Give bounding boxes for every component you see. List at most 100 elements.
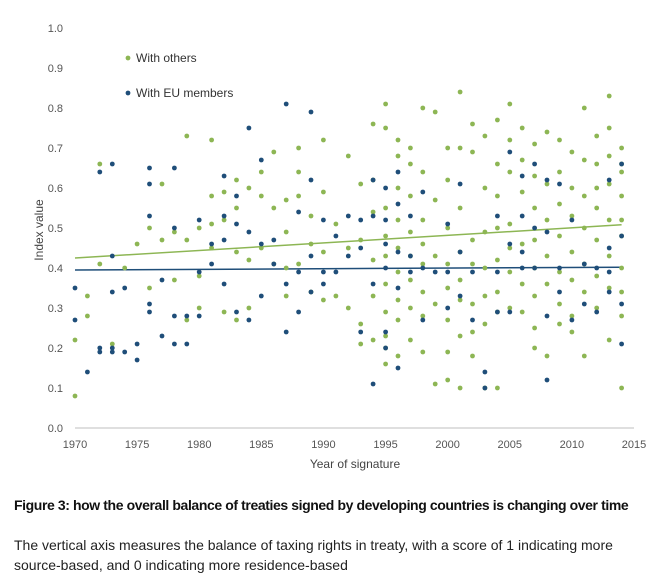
data-point [234, 193, 239, 199]
data-point [532, 293, 537, 299]
data-point [408, 229, 413, 235]
data-point [606, 181, 612, 187]
data-point [321, 297, 326, 303]
data-point [85, 293, 90, 299]
data-point [333, 221, 339, 227]
data-point [457, 89, 463, 95]
data-point [234, 317, 239, 323]
x-tick-label: 2015 [622, 439, 646, 451]
data-point [420, 189, 426, 195]
data-point [544, 177, 550, 183]
data-point [445, 377, 451, 383]
data-point [395, 365, 401, 371]
data-point [72, 285, 78, 291]
y-tick-label: 0.1 [48, 383, 63, 395]
data-point [97, 169, 103, 175]
data-point [395, 297, 401, 303]
data-point [557, 169, 562, 175]
data-point [296, 209, 301, 215]
data-point [147, 225, 152, 231]
data-point [594, 265, 600, 271]
trendline [74, 224, 622, 259]
data-point [184, 133, 190, 139]
data-point [457, 293, 463, 299]
data-point [147, 285, 152, 291]
data-point [457, 297, 463, 303]
data-point [495, 161, 500, 167]
data-point [619, 265, 624, 271]
data-point [457, 145, 463, 151]
data-point [196, 313, 202, 319]
data-point [209, 241, 215, 247]
data-point [395, 317, 401, 323]
data-point [258, 193, 264, 199]
data-point [147, 165, 152, 171]
data-point [408, 145, 413, 151]
data-point [482, 265, 488, 271]
data-point [196, 217, 202, 223]
data-point [445, 145, 451, 151]
data-point [221, 173, 227, 179]
legend-label: With EU members [136, 86, 233, 100]
data-point [581, 289, 587, 295]
data-point [134, 341, 140, 347]
data-point [532, 225, 537, 231]
data-point [619, 161, 624, 167]
data-point [420, 317, 426, 323]
data-point [122, 265, 128, 271]
data-point [296, 145, 301, 151]
figure-caption: Figure 3: how the overall balance of tre… [14, 497, 629, 513]
data-point [495, 193, 500, 199]
x-tick-label: 1980 [187, 439, 211, 451]
data-point [358, 181, 364, 187]
data-point [420, 289, 426, 295]
x-axis-title: Year of signature [310, 457, 401, 471]
data-point [581, 225, 587, 231]
data-point [358, 245, 364, 251]
data-point [221, 213, 227, 219]
data-point [420, 217, 426, 223]
trendlines [74, 224, 622, 271]
data-point [507, 169, 513, 175]
data-point [159, 237, 165, 243]
data-point [606, 125, 612, 131]
data-point [258, 157, 264, 163]
data-point [296, 261, 301, 267]
data-point [557, 269, 562, 275]
data-point [333, 293, 339, 299]
data-point [581, 193, 587, 199]
data-point [619, 233, 624, 239]
data-point [569, 213, 575, 219]
data-point [109, 349, 115, 355]
data-point [619, 145, 624, 151]
data-point [532, 205, 537, 211]
data-point [246, 229, 252, 235]
trendline [74, 266, 622, 271]
data-point [507, 269, 513, 275]
data-point [507, 221, 513, 227]
data-point [557, 233, 562, 239]
data-point [246, 305, 252, 311]
data-point [581, 157, 587, 163]
data-point [221, 189, 227, 195]
data-point [544, 313, 550, 319]
data-point [321, 217, 326, 223]
data-point [408, 337, 413, 343]
data-point [109, 345, 115, 351]
data-point [333, 233, 339, 239]
data-point [445, 317, 451, 323]
data-point [383, 333, 388, 339]
data-point [519, 125, 525, 131]
data-point [519, 157, 525, 163]
data-point [457, 333, 463, 339]
data-point [283, 229, 289, 235]
data-point [594, 305, 600, 311]
data-point [395, 285, 401, 291]
x-tick-label: 2000 [435, 439, 459, 451]
data-point [557, 181, 562, 187]
data-point [470, 121, 475, 127]
data-point [72, 393, 78, 399]
data-point [395, 245, 401, 251]
legend: With others With EU members [125, 51, 233, 100]
data-point [234, 221, 239, 227]
